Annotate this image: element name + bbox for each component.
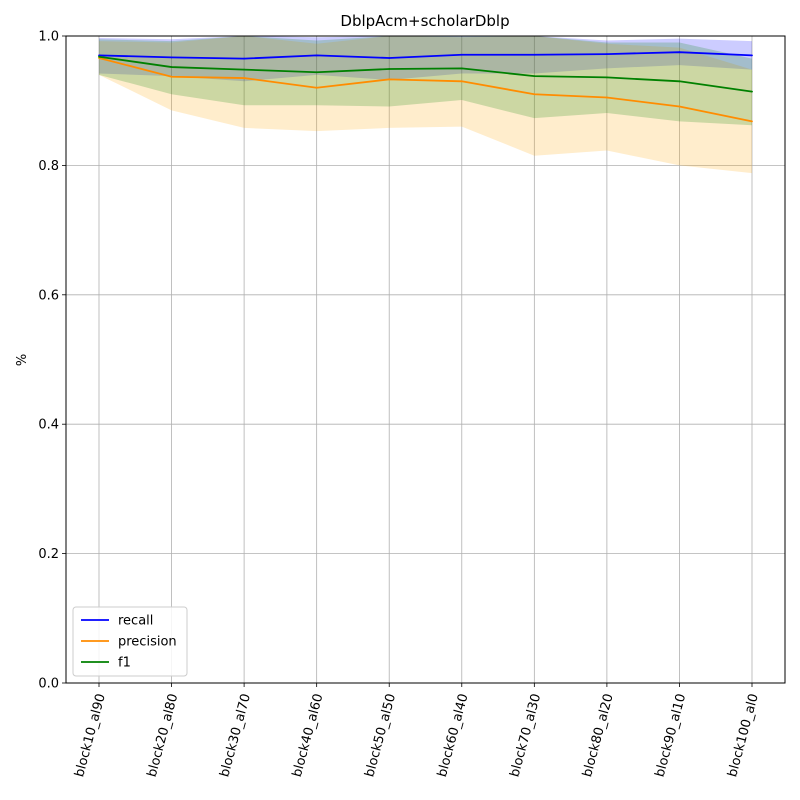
f1-line: [98, 55, 753, 93]
legend-label-precision: precision: [118, 635, 177, 650]
precision-point: [315, 86, 318, 89]
precision-line: [98, 57, 753, 123]
y-tick-label: 0.2: [38, 547, 59, 562]
precision-point: [751, 120, 753, 123]
precision-point: [678, 105, 681, 108]
x-tick-label: block20_al80: [145, 692, 182, 779]
x-tick-label: block90_al10: [653, 692, 690, 779]
x-tick-label: block40_al60: [290, 692, 327, 779]
y-tick-label: 1.0: [38, 30, 59, 45]
recall-point: [460, 53, 463, 56]
chart-title: DblpAcm+scholarDblp: [340, 12, 509, 30]
y-tick-label: 0.8: [38, 159, 59, 174]
f1-point: [751, 90, 753, 93]
f1-point: [98, 55, 100, 58]
f1-point: [315, 71, 318, 74]
recall-point: [315, 54, 318, 57]
y-tick-label: 0.4: [38, 418, 59, 433]
legend-label-recall: recall: [118, 614, 153, 629]
recall-point: [751, 54, 753, 57]
precision-point: [605, 96, 608, 99]
legend: recall precision f1: [72, 606, 188, 677]
y-axis-label: %: [15, 354, 30, 366]
recall-point: [678, 51, 681, 54]
x-tick-label: block100_al0: [725, 692, 762, 779]
x-tick-label: block60_al40: [435, 692, 472, 779]
f1-point: [170, 66, 173, 68]
y-axis: 0.0 0.2 0.4 0.6 0.8 1.0: [38, 30, 66, 692]
f1-point: [243, 68, 246, 71]
x-tick-label: block30_al70: [217, 692, 254, 779]
x-tick-label: block50_al50: [362, 692, 399, 779]
precision-point: [533, 93, 536, 96]
y-tick-label: 0.6: [38, 288, 59, 303]
x-tick-label: block80_al20: [580, 692, 617, 779]
f1-point: [533, 75, 536, 78]
f1-point: [388, 68, 391, 70]
recall-point: [605, 53, 608, 56]
f1-point: [678, 80, 681, 83]
legend-box: [72, 606, 188, 677]
x-tick-label: block10_al90: [72, 692, 109, 779]
series-lines: [98, 51, 753, 123]
precision-point: [243, 77, 246, 79]
y-tick-label: 0.0: [38, 677, 59, 692]
recall-line: [98, 51, 753, 60]
x-axis: block10_al90 block20_al80 block30_al70 bloc…: [72, 683, 762, 779]
precision-point: [170, 75, 173, 78]
f1-point: [460, 67, 463, 70]
x-tick-label: block70_al30: [508, 692, 545, 779]
recall-point: [533, 53, 536, 56]
f1-point: [605, 76, 608, 79]
precision-point: [388, 78, 391, 81]
legend-label-f1: f1: [118, 656, 131, 671]
recall-point: [388, 57, 391, 59]
plot-frame: [65, 35, 786, 684]
recall-point: [170, 56, 173, 59]
precision-point: [460, 80, 463, 83]
recall-point: [243, 57, 246, 60]
